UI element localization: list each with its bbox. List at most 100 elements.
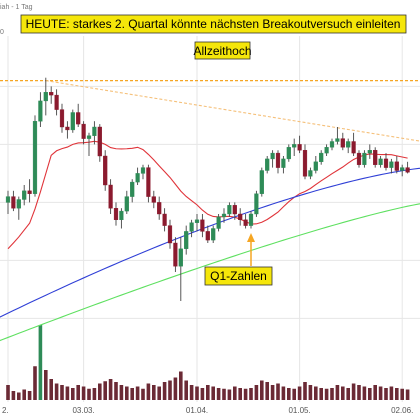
candle-body <box>324 147 329 154</box>
volume-bars <box>6 325 410 400</box>
volume-bar <box>330 388 334 400</box>
candle-body <box>43 91 48 102</box>
volume-bar <box>44 370 48 400</box>
volume-bar <box>270 385 275 400</box>
volume-bar <box>168 380 172 400</box>
candle-body <box>92 126 97 136</box>
reference-lines <box>0 79 420 142</box>
volume-bar <box>297 386 302 400</box>
volume-bar <box>373 385 377 400</box>
volume-bar <box>108 379 113 400</box>
volume-bar <box>276 383 280 400</box>
candle-body <box>27 190 32 194</box>
candle-body <box>103 155 108 186</box>
candle-body <box>248 213 254 226</box>
volume-bar <box>287 388 291 400</box>
x-tick-label: 03.03. <box>72 406 94 415</box>
volume-bar <box>125 386 129 400</box>
candle-body <box>124 196 129 212</box>
candle-body <box>97 126 102 157</box>
q1-annotation-box <box>204 266 273 286</box>
volume-bar <box>135 386 140 400</box>
volume-bar <box>233 386 237 400</box>
candle-body <box>346 141 351 148</box>
candle-body <box>292 144 297 148</box>
volume-bar <box>292 388 296 400</box>
top-tick-label: 0 <box>0 29 4 36</box>
q1-annotation-text: Q1-Zahlen <box>210 269 267 283</box>
candle-body <box>216 216 221 229</box>
volume-bar <box>400 388 404 400</box>
title-annotation-text: HEUTE: starkes 2. Quartal könnte nächste… <box>26 17 401 31</box>
candle-body <box>167 225 173 244</box>
candle-body <box>200 219 205 232</box>
volume-bar <box>54 383 59 400</box>
volume-bar <box>222 388 226 400</box>
volume-bar <box>119 385 124 400</box>
candle-body <box>146 167 151 197</box>
candle-body <box>178 248 183 267</box>
ma-short-line <box>7 140 408 250</box>
volume-bar <box>141 388 145 400</box>
candle-body <box>286 147 291 160</box>
candle-body <box>211 228 216 241</box>
candle-body <box>151 196 156 203</box>
volume-bar <box>98 383 102 400</box>
candle-body <box>378 158 383 165</box>
candle-body <box>32 120 38 194</box>
volume-bar <box>173 377 178 400</box>
candle-body <box>238 213 243 221</box>
ma-long-line <box>0 203 420 342</box>
volume-bar <box>308 385 313 400</box>
volume-bar <box>114 382 118 400</box>
volume-bar <box>179 371 183 400</box>
volume-bar <box>384 388 388 400</box>
volume-bar <box>357 385 361 400</box>
volume-bar <box>238 388 242 400</box>
volume-bar <box>206 385 210 400</box>
candle-body <box>59 109 65 128</box>
volume-bar <box>11 391 16 400</box>
candle-body <box>16 199 21 209</box>
candle-body <box>351 141 356 154</box>
volume-bar <box>362 386 367 400</box>
candle-body <box>205 231 210 241</box>
candle-body <box>81 123 86 139</box>
candle-body <box>22 190 27 200</box>
volume-bar <box>27 391 32 400</box>
candle-body <box>319 152 324 163</box>
volume-bar <box>324 388 329 400</box>
volume-bar <box>368 388 372 400</box>
x-tick-label: 01.05. <box>288 406 310 415</box>
volume-bar <box>157 386 161 400</box>
candle-body <box>281 158 286 168</box>
title-annotation-box <box>20 14 407 34</box>
candle-body <box>340 138 345 148</box>
candle-body <box>227 205 232 215</box>
candle-body <box>130 181 135 197</box>
candle-body <box>383 158 389 168</box>
volume-bar <box>49 379 53 400</box>
volume-bar <box>38 325 43 400</box>
volume-bar <box>303 382 307 400</box>
candle-body <box>173 242 178 267</box>
volume-bar <box>249 388 253 400</box>
candle-body <box>194 219 200 223</box>
volume-bar <box>200 388 205 400</box>
volume-bar <box>22 389 26 400</box>
volume-bar <box>265 382 269 400</box>
volume-bar <box>227 389 232 400</box>
candle-body <box>38 100 43 122</box>
candle-body <box>49 91 54 96</box>
volume-bar <box>341 386 345 400</box>
x-tick-label: 01.04. <box>186 406 208 415</box>
candle-body <box>308 170 313 177</box>
ath-annotation: Allzeithoch <box>193 41 252 60</box>
candle-body <box>275 152 281 168</box>
volume-bar <box>314 386 318 400</box>
trend-line <box>45 80 420 142</box>
volume-bar <box>146 383 151 400</box>
candle-body <box>394 161 399 171</box>
volume-bar <box>33 366 37 400</box>
